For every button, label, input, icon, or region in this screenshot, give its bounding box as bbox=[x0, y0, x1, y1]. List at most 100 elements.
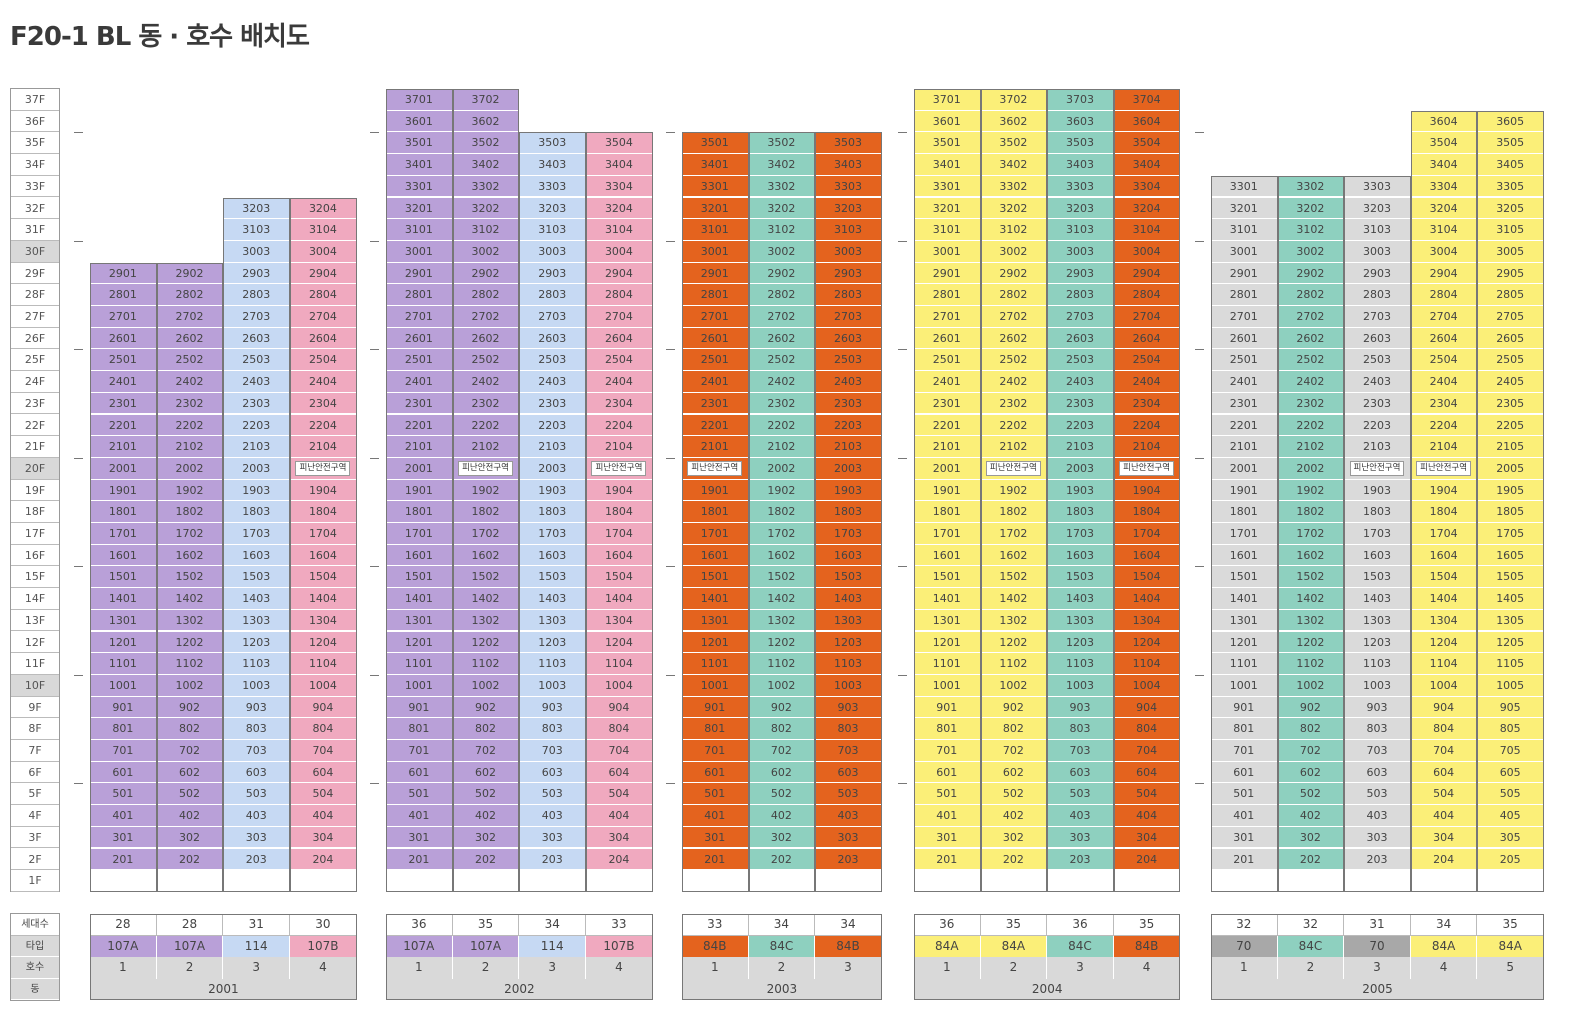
unit-cell: 1903 bbox=[1344, 479, 1411, 502]
unit-cell: 2303 bbox=[519, 392, 587, 415]
unit-cell: 1404 bbox=[1410, 588, 1478, 610]
floor-label: 14F bbox=[11, 588, 59, 610]
unit-cell: 3601 bbox=[386, 110, 453, 133]
unit-cell: 703 bbox=[1047, 740, 1114, 762]
unit-cell: 1403 bbox=[1344, 588, 1411, 610]
unit-cell: 1503 bbox=[815, 566, 882, 589]
shelter-label: 피난안전구역 bbox=[458, 461, 513, 477]
shelter-zone: 피난안전구역 bbox=[1410, 457, 1478, 480]
unit-cell: 1903 bbox=[1047, 479, 1114, 502]
unit-cell: 3401 bbox=[682, 154, 749, 176]
floor-label: 11F bbox=[11, 653, 59, 675]
unit-cell: 3001 bbox=[1211, 240, 1278, 263]
floor-tick bbox=[1195, 132, 1204, 134]
floor-label: 19F bbox=[11, 479, 59, 502]
unit-cell: 3103 bbox=[1047, 219, 1114, 241]
unit-cell: 1603 bbox=[1047, 544, 1114, 567]
unit-cell: 803 bbox=[1344, 718, 1411, 740]
unit-cell: 2704 bbox=[586, 306, 653, 328]
unit-cell: 3303 bbox=[1047, 175, 1114, 198]
unit-cell: 2104 bbox=[1410, 436, 1478, 458]
unit-type: 84A bbox=[1410, 935, 1478, 958]
unit-cell: 2402 bbox=[1277, 371, 1345, 393]
unit-cell: 1503 bbox=[223, 566, 291, 589]
floor-tick bbox=[74, 457, 83, 459]
unit-cell: 1402 bbox=[748, 588, 816, 610]
unit-cell: 3105 bbox=[1477, 219, 1544, 241]
unit-cell: 2903 bbox=[519, 262, 587, 285]
unit-cell: 302 bbox=[748, 826, 816, 849]
unit-cell: 3302 bbox=[1277, 175, 1345, 198]
unit-cell: 1303 bbox=[223, 609, 291, 632]
building-dong-label: 2003 bbox=[682, 978, 882, 1001]
unit-cell: 604 bbox=[586, 761, 653, 784]
unit-cell: 1903 bbox=[815, 479, 882, 502]
unit-cell: 1503 bbox=[1344, 566, 1411, 589]
unit-cell: 503 bbox=[519, 783, 587, 806]
unit-cell: 3203 bbox=[815, 197, 882, 220]
unit-cell: 801 bbox=[682, 718, 749, 740]
ground-floor-cell bbox=[748, 870, 816, 892]
unit-cell: 804 bbox=[586, 718, 653, 740]
line-number: 4 bbox=[1410, 957, 1478, 979]
unit-cell: 1405 bbox=[1477, 588, 1544, 610]
floor-tick bbox=[666, 783, 675, 785]
unit-cell: 3303 bbox=[815, 175, 882, 198]
unit-cell: 2104 bbox=[290, 436, 357, 458]
unit-cell: 2803 bbox=[519, 284, 587, 306]
unit-cell: 501 bbox=[90, 783, 157, 806]
unit-cell: 602 bbox=[156, 761, 224, 784]
unit-cell: 3503 bbox=[1047, 132, 1114, 155]
unit-cell: 904 bbox=[1410, 696, 1478, 719]
unit-cell: 1501 bbox=[914, 566, 981, 589]
unit-cell: 1904 bbox=[586, 479, 653, 502]
unit-cell: 1502 bbox=[748, 566, 816, 589]
unit-cell: 603 bbox=[1047, 761, 1114, 784]
unit-cell: 2504 bbox=[290, 349, 357, 372]
unit-cell: 2402 bbox=[748, 371, 816, 393]
unit-cell: 904 bbox=[586, 696, 653, 719]
shelter-zone: 피난안전구역 bbox=[452, 457, 520, 480]
unit-cell: 3604 bbox=[1113, 110, 1181, 133]
unit-cell: 2603 bbox=[519, 327, 587, 350]
unit-cell: 502 bbox=[748, 783, 816, 806]
unit-cell: 1902 bbox=[748, 479, 816, 502]
floor-tick bbox=[370, 566, 379, 568]
unit-cell: 3102 bbox=[980, 219, 1048, 241]
unit-cell: 2301 bbox=[90, 392, 157, 415]
unit-cell: 805 bbox=[1477, 718, 1544, 740]
unit-cell: 3602 bbox=[452, 110, 520, 133]
unit-cell: 1604 bbox=[1113, 544, 1181, 567]
unit-cell: 1102 bbox=[452, 653, 520, 675]
unit-cell: 702 bbox=[452, 740, 520, 762]
unit-cell: 2601 bbox=[90, 327, 157, 350]
unit-cell: 2404 bbox=[290, 371, 357, 393]
unit-cell: 1504 bbox=[586, 566, 653, 589]
unit-cell: 1201 bbox=[914, 631, 981, 654]
unit-cell: 802 bbox=[156, 718, 224, 740]
unit-cell: 701 bbox=[90, 740, 157, 762]
unit-cell: 1604 bbox=[1410, 544, 1478, 567]
household-count: 35 bbox=[452, 914, 520, 936]
floor-tick bbox=[898, 783, 907, 785]
unit-cell: 1101 bbox=[682, 653, 749, 675]
unit-cell: 203 bbox=[1047, 848, 1114, 871]
unit-cell: 1901 bbox=[386, 479, 453, 502]
unit-type: 84A bbox=[914, 935, 981, 958]
ground-floor-cell bbox=[452, 870, 520, 892]
unit-cell: 2703 bbox=[519, 306, 587, 328]
unit-cell: 603 bbox=[815, 761, 882, 784]
unit-cell: 804 bbox=[1113, 718, 1181, 740]
unit-cell: 3002 bbox=[980, 240, 1048, 263]
floor-label: 10F bbox=[11, 674, 59, 697]
unit-cell: 1402 bbox=[452, 588, 520, 610]
floor-tick bbox=[370, 240, 379, 242]
unit-cell: 2904 bbox=[290, 262, 357, 285]
unit-cell: 603 bbox=[519, 761, 587, 784]
unit-cell: 302 bbox=[156, 826, 224, 849]
unit-cell: 2203 bbox=[1344, 414, 1411, 437]
unit-cell: 404 bbox=[290, 805, 357, 827]
unit-cell: 2702 bbox=[980, 306, 1048, 328]
unit-cell: 1402 bbox=[1277, 588, 1345, 610]
unit-cell: 403 bbox=[815, 805, 882, 827]
